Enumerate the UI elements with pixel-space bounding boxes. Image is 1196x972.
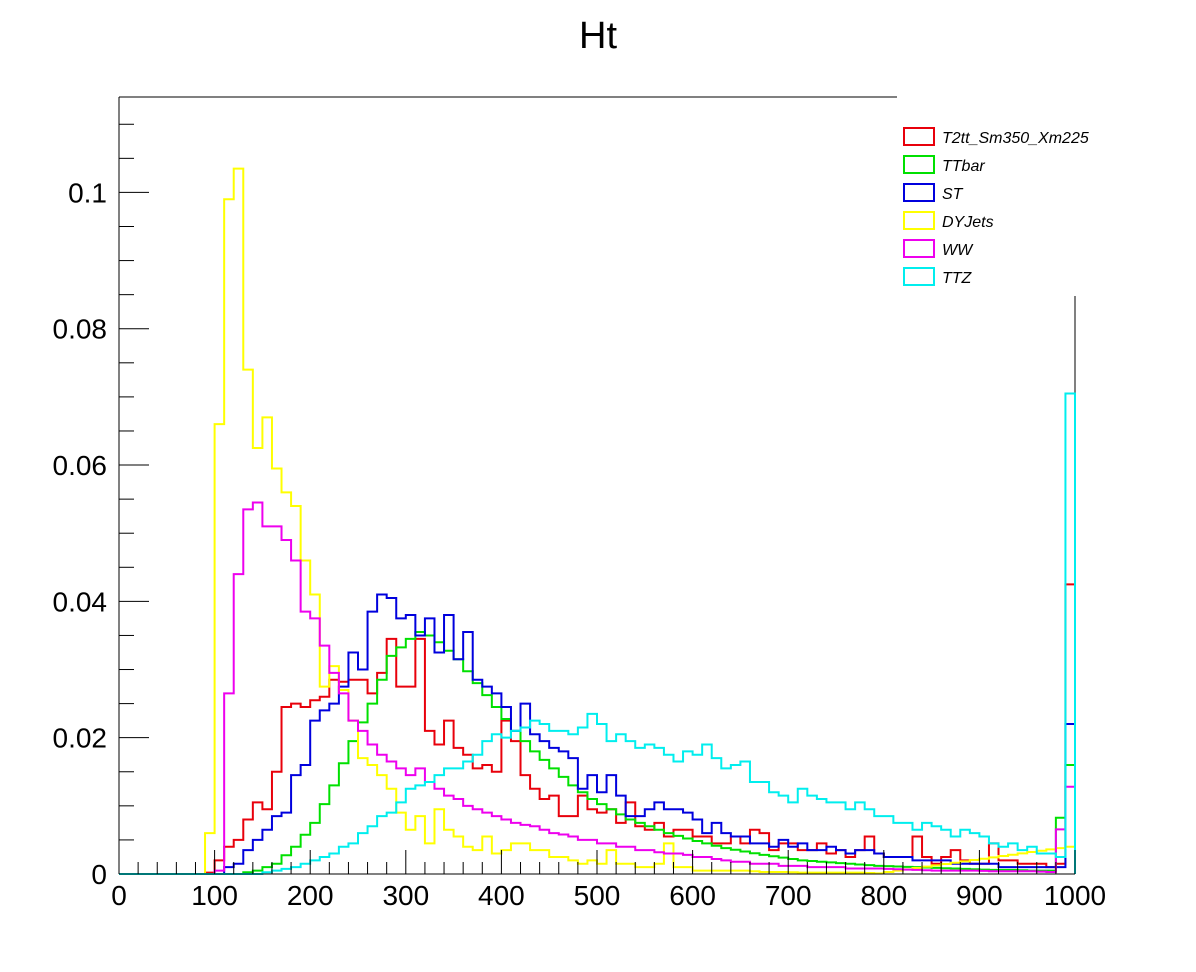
- y-tick-label: 0: [91, 859, 107, 890]
- series-t2tt-sm350-xm225: [119, 583, 1076, 875]
- y-tick-label: 0.04: [53, 586, 108, 617]
- legend-label: TTZ: [942, 270, 973, 287]
- legend-box: [897, 90, 1122, 296]
- y-tick-label: 0.1: [68, 177, 107, 208]
- y-tick-label: 0.08: [53, 314, 108, 345]
- x-tick-label: 600: [669, 880, 716, 911]
- x-tick-label: 200: [287, 880, 334, 911]
- series-ww: [119, 501, 1076, 875]
- x-tick-label: 0: [111, 880, 127, 911]
- x-tick-label: 300: [382, 880, 429, 911]
- legend-label: DYJets: [942, 214, 994, 231]
- x-tick-label: 900: [956, 880, 1003, 911]
- x-tick-label: 500: [574, 880, 621, 911]
- legend: T2tt_Sm350_Xm225 TTbar ST DYJets WW TTZ: [897, 90, 1122, 296]
- x-tick-label: 100: [191, 880, 238, 911]
- legend-label: TTbar: [942, 158, 985, 175]
- axes-layer: 0 100 200 300 400 500 600 700 800 900 1000 0 0.02 0.0…: [53, 97, 1106, 911]
- series-ttbar: [119, 631, 1076, 875]
- x-tick-label: 400: [478, 880, 525, 911]
- legend-swatch: [903, 211, 935, 230]
- x-tick-label: 1000: [1044, 880, 1106, 911]
- legend-label: WW: [942, 242, 974, 259]
- series-ttz: [119, 392, 1076, 875]
- legend-label: ST: [942, 186, 964, 203]
- series-st: [119, 593, 1076, 875]
- legend-swatch: [903, 239, 935, 258]
- y-tick-label: 0.06: [53, 450, 108, 481]
- legend-swatch: [903, 183, 935, 202]
- legend-label: T2tt_Sm350_Xm225: [942, 130, 1089, 147]
- legend-swatch: [903, 127, 935, 146]
- chart-title: Ht: [579, 15, 617, 57]
- legend-swatch: [903, 267, 935, 286]
- x-tick-label: 700: [765, 880, 812, 911]
- y-tick-label: 0.02: [53, 723, 108, 754]
- legend-swatch: [903, 155, 935, 174]
- x-tick-label: 800: [860, 880, 907, 911]
